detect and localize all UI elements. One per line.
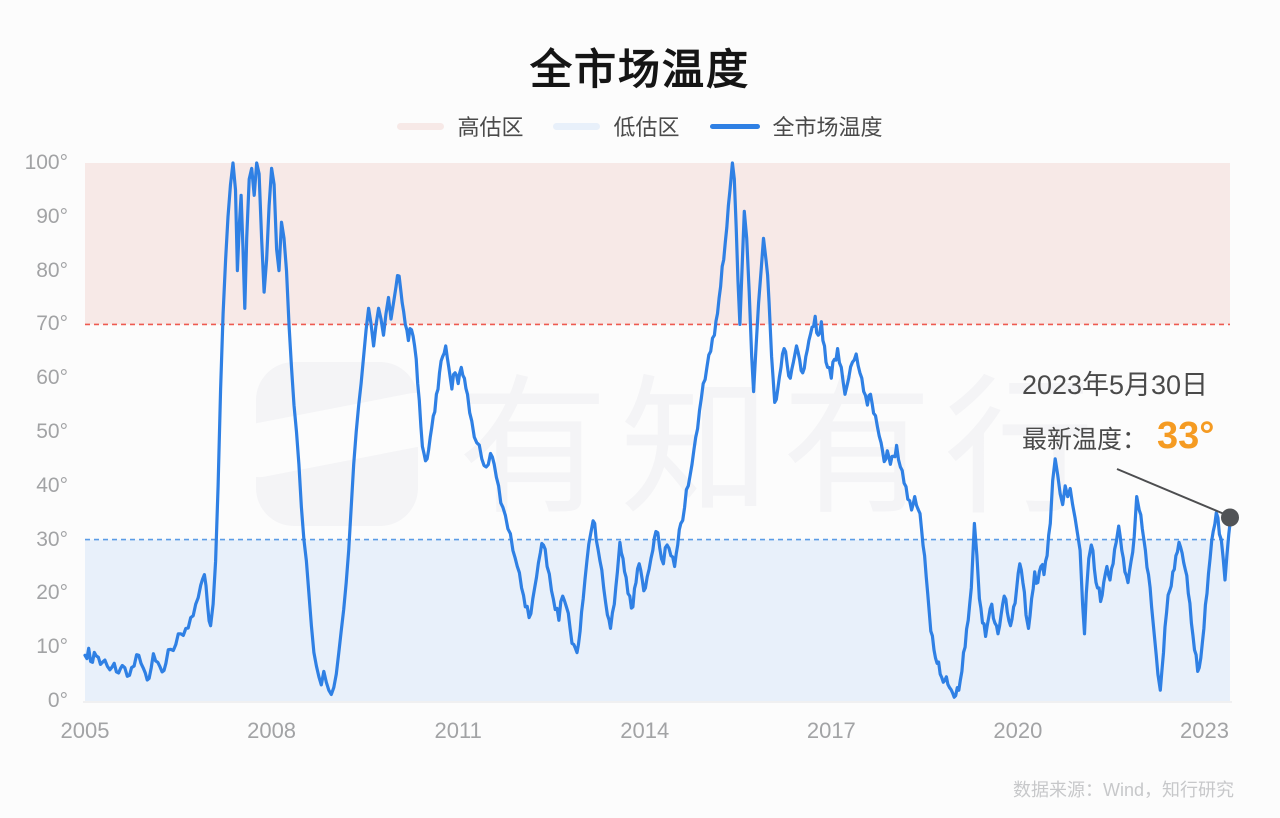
y-tick-label: 30° [36, 527, 68, 551]
temperature-line-swatch-icon [709, 123, 760, 129]
annotation-latest: 最新温度： 33° [1022, 415, 1214, 458]
y-tick-label: 100° [24, 151, 68, 174]
latest-temperature-value: 33° [1157, 415, 1215, 457]
x-tick-label: 2020 [993, 718, 1043, 743]
legend-label: 低估区 [613, 115, 680, 140]
legend-label: 高估区 [457, 115, 524, 140]
annotation-leader-line [1116, 468, 1224, 515]
y-tick-label: 90° [36, 204, 68, 228]
x-tick-label: 2023 [1180, 718, 1229, 743]
y-tick-label: 70° [36, 312, 68, 336]
overvalued-band-swatch-icon [397, 122, 445, 130]
y-tick-label: 0° [47, 689, 68, 712]
annotation-date: 2023年5月30日 [1021, 370, 1209, 400]
latest-point-dot [1221, 508, 1239, 527]
x-tick-label: 2011 [434, 718, 482, 743]
undervalued-band [85, 539, 1230, 701]
x-tick-label: 2005 [60, 718, 110, 743]
page-title: 全市场温度 [529, 46, 750, 93]
chart-legend: 高估区 低估区 全市场温度 [0, 110, 1280, 142]
data-source-note: 数据来源：Wind，知行研究 [1012, 780, 1234, 800]
y-tick-label: 40° [36, 473, 68, 497]
x-tick-label: 2008 [247, 718, 297, 743]
overvalued-band [85, 163, 1230, 325]
legend-item-temperature-line: 全市场温度 [709, 110, 883, 142]
y-tick-label: 20° [36, 581, 68, 605]
y-tick-label: 50° [36, 420, 68, 443]
legend-item-undervalued: 低估区 [553, 110, 680, 142]
legend-item-overvalued: 高估区 [397, 110, 523, 142]
y-tick-label: 10° [36, 635, 68, 659]
y-tick-label: 60° [36, 366, 68, 390]
legend-label: 全市场温度 [772, 115, 883, 140]
temperature-series-line [83, 161, 1232, 699]
x-tick-label: 2017 [806, 718, 856, 743]
y-tick-label: 80° [36, 258, 68, 282]
undervalued-band-swatch-icon [553, 122, 601, 130]
watermark-logo-icon [232, 362, 442, 526]
x-tick-label: 2014 [620, 718, 670, 743]
latest-temperature-label: 最新温度： [1022, 426, 1148, 454]
